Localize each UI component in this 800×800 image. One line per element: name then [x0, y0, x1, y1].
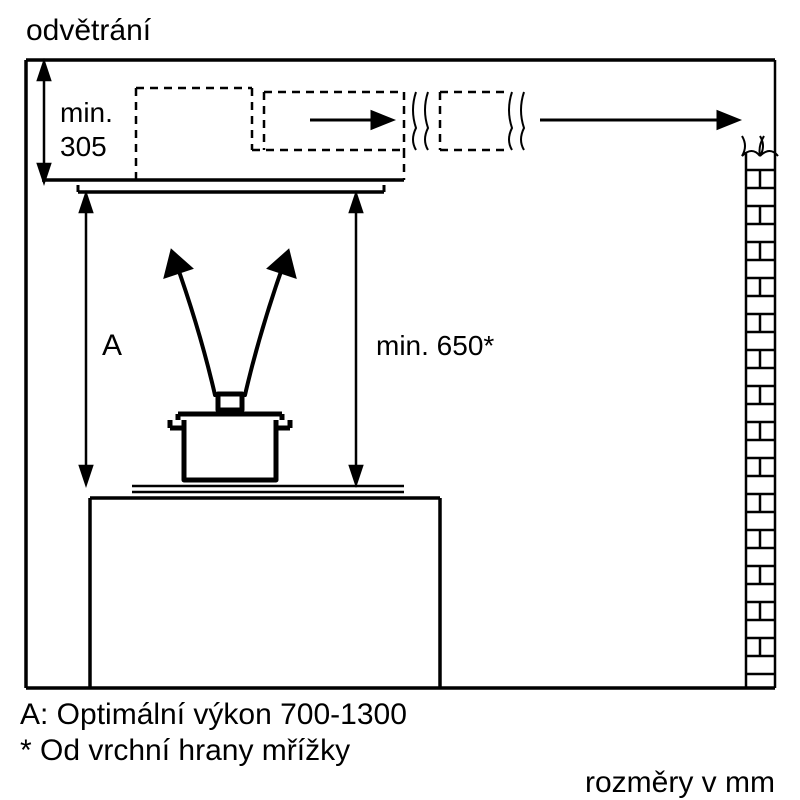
diagram-canvas: odvětrání — [0, 0, 800, 800]
duct-segment-2 — [440, 92, 510, 150]
min305-line2: 305 — [60, 131, 107, 162]
dim-min650-label: min. 650* — [376, 330, 494, 361]
units-label: rozměry v mm — [585, 766, 775, 799]
title-label: odvětrání — [26, 14, 152, 47]
dim-A — [80, 194, 92, 484]
counter-block — [90, 498, 440, 688]
duct-break-2 — [509, 92, 524, 150]
legend-line-star: * Od vrchní hrany mřížky — [20, 734, 350, 767]
legend-line-A: A: Optimální výkon 700-1300 — [20, 698, 407, 731]
hood-body-dashed — [136, 88, 404, 180]
min305-line1: min. — [60, 97, 113, 128]
hood-install-diagram: odvětrání — [0, 0, 800, 800]
dim-A-label: A — [102, 329, 122, 362]
cooking-pot — [170, 394, 290, 480]
duct-break-1 — [413, 92, 428, 150]
arrow-to-wall — [540, 112, 738, 128]
steam-arrows — [166, 252, 294, 395]
dim-min650 — [350, 194, 362, 484]
dim-min305 — [38, 62, 50, 182]
arrow-in-duct-1 — [310, 112, 392, 128]
